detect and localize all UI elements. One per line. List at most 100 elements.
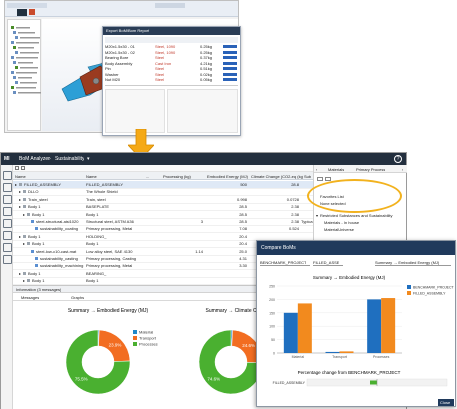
bom-row[interactable]: Bearing Bore Steel 0.37kg (105, 55, 238, 60)
filter-icon[interactable] (15, 166, 19, 170)
table-row[interactable]: ▸ Body 1 HOLDING_ 20.4 (13, 233, 313, 241)
expand-toggle-icon[interactable]: ▸ (19, 189, 22, 195)
bar-processes-1[interactable] (381, 298, 396, 353)
tree-node-label[interactable] (18, 62, 33, 64)
chart-icon[interactable] (3, 255, 12, 264)
section-toggle-icon[interactable]: ▾ (316, 213, 319, 218)
table-row[interactable]: sustainability_machining Primary processi… (13, 262, 313, 271)
side-tool-icon[interactable] (317, 177, 323, 181)
table-row[interactable]: ▸ FILLED_ASSEMBLY FILLED_ASSEMBLY 500 28.8 (13, 181, 313, 189)
expand-toggle-icon[interactable]: ▸ (19, 204, 22, 210)
table-row[interactable]: ▸ Body 1 BEARING_ (13, 270, 313, 278)
table-row[interactable]: sustainability_coating Primary processing… (13, 225, 313, 234)
tree-node-label[interactable] (18, 47, 34, 49)
help-icon[interactable]: ? (394, 155, 402, 163)
bom-row[interactable]: M20x1.5x30 - 02 Steel, 1090 0.25kg (105, 50, 238, 55)
tree-node-label[interactable] (16, 42, 39, 44)
tree-node-label[interactable] (18, 32, 35, 34)
tree-node-label[interactable] (20, 52, 39, 54)
tree-node-label[interactable] (18, 77, 32, 79)
side-tool-icon-2[interactable] (325, 177, 331, 181)
expand-toggle-icon[interactable]: ▸ (19, 233, 22, 239)
chevron-right-icon[interactable]: › (402, 167, 404, 172)
benchmark-select[interactable]: BENCHMARK_PROJECT (260, 259, 310, 266)
tab-primary-process[interactable]: Primary Process (356, 167, 386, 172)
grid-icon[interactable] (3, 183, 12, 192)
tree-icon[interactable] (3, 195, 12, 204)
ribbon-tabs[interactable] (7, 3, 47, 8)
metric-select[interactable]: Summary → Embodied Energy (MJ) (375, 259, 451, 266)
bom-row[interactable]: Pin Steel 0.51kg (105, 66, 238, 71)
pie-slice-processes[interactable] (198, 329, 264, 395)
bar-material-1[interactable] (297, 303, 312, 353)
expand-toggle-icon[interactable]: ▸ (19, 196, 22, 202)
table-row[interactable]: sustainability_casting Primary processing… (13, 255, 313, 263)
breadcrumb-sustainability[interactable]: Sustainability (55, 156, 85, 162)
bom-row[interactable]: Washer Steel 0.02kg (105, 72, 238, 77)
pct-category-label: FILLED_ASSEMBLY (273, 381, 306, 385)
toolbar-icon[interactable] (29, 9, 35, 15)
upload-icon[interactable] (3, 207, 12, 216)
breadcrumb-separator-icon: › (49, 156, 51, 162)
expand-icon[interactable] (21, 166, 25, 170)
pct-change-bar[interactable] (370, 380, 377, 385)
ribbon-search[interactable] (155, 3, 185, 8)
col-header-processing[interactable]: Processing (kg) (163, 174, 191, 179)
pie-slice-processes[interactable] (65, 329, 131, 395)
assembly-select[interactable]: FILLED_ASSE (313, 259, 343, 266)
col-header-name-2[interactable]: Name (86, 174, 97, 179)
bar-transport-0[interactable] (325, 351, 340, 353)
tab-messages[interactable]: Messages (21, 295, 40, 300)
table-row[interactable]: ▸ Train_steel Train, steel 0.998 0.0728 (13, 196, 313, 204)
table-row[interactable]: ▸ Body 1 Body 1 (13, 277, 313, 286)
tree-node-label[interactable] (16, 72, 37, 74)
expand-toggle-icon[interactable]: ▸ (15, 182, 18, 187)
side-item-materialuniverse[interactable]: MaterialUniverse (324, 227, 355, 232)
cell-name: Body 1 (28, 270, 41, 276)
export-icon[interactable] (3, 219, 12, 228)
col-header-ellipsis[interactable]: ... (146, 174, 150, 179)
side-item-materials-in-house[interactable]: Materials - In house (324, 220, 360, 225)
bom-row[interactable]: M20x1.5x30 - 01 Steel, 1090 0.25kg (105, 44, 238, 49)
table-icon[interactable] (3, 231, 12, 240)
table-row[interactable]: steel-structural-aisi1020 Structural stee… (13, 218, 313, 226)
tab-graphs[interactable]: Graphs (71, 295, 85, 300)
section-restricted-substances[interactable]: Restricted Substances and Sustainability (320, 213, 393, 218)
expand-toggle-icon[interactable]: ▸ (23, 211, 26, 217)
tree-node-label[interactable] (18, 92, 41, 94)
table-row[interactable]: ▸ Body 1 BASEPLATE 28.5 2.38 (13, 203, 313, 212)
bar-material-0[interactable] (283, 312, 298, 353)
chevron-left-icon[interactable]: ‹ (316, 167, 318, 172)
breadcrumb-bom-analyzer[interactable]: BoM Analyzer (19, 156, 50, 162)
tree-node-label[interactable] (16, 87, 36, 89)
expand-toggle-icon[interactable]: ▸ (23, 278, 26, 284)
app-icon[interactable] (17, 9, 27, 16)
col-header-embodied-energy[interactable]: Embodied Energy (MJ) (207, 174, 248, 179)
expand-toggle-icon[interactable]: ▸ (23, 241, 26, 247)
tree-node-label[interactable] (20, 82, 37, 84)
bar-transport-1[interactable] (339, 351, 354, 353)
table-row[interactable]: ▸ Body 1 Body 1 20.4 (13, 240, 313, 249)
document-icon[interactable] (3, 243, 12, 252)
col-header-name[interactable]: Name (15, 174, 26, 179)
tree-node-label[interactable] (20, 67, 38, 69)
expand-toggle-icon[interactable]: ▸ (19, 270, 22, 276)
tree-node-label[interactable] (16, 57, 38, 59)
tree-node-label[interactable] (16, 27, 30, 29)
node-type-icon (35, 257, 38, 260)
close-button[interactable]: Close (438, 399, 454, 406)
table-row[interactable]: ▸ DLLO The Whole Shield (13, 188, 313, 197)
col-header-sub[interactable]: Sub (304, 174, 312, 179)
chevron-down-icon[interactable]: ▾ (87, 156, 90, 162)
bar-processes-0[interactable] (367, 299, 382, 353)
info-title: Information (3 messages) (16, 287, 62, 292)
bom-row[interactable]: Nut M20 Steel 0.05kg (105, 77, 238, 82)
col-header-climate-change[interactable]: Climate Change (CO2-eq (kg)) (251, 174, 303, 179)
tree-node-label[interactable] (20, 37, 40, 39)
bom-row[interactable]: Body Assembly Cast Iron 4.21kg (105, 61, 238, 66)
tab-materials[interactable]: Materials (328, 167, 345, 172)
divider (105, 85, 238, 86)
table-row[interactable]: ▸ Body 1 Body 1 28.5 2.38 (13, 211, 313, 219)
bom-cell-part: Body Assembly (105, 60, 133, 66)
list-icon[interactable] (3, 171, 12, 180)
